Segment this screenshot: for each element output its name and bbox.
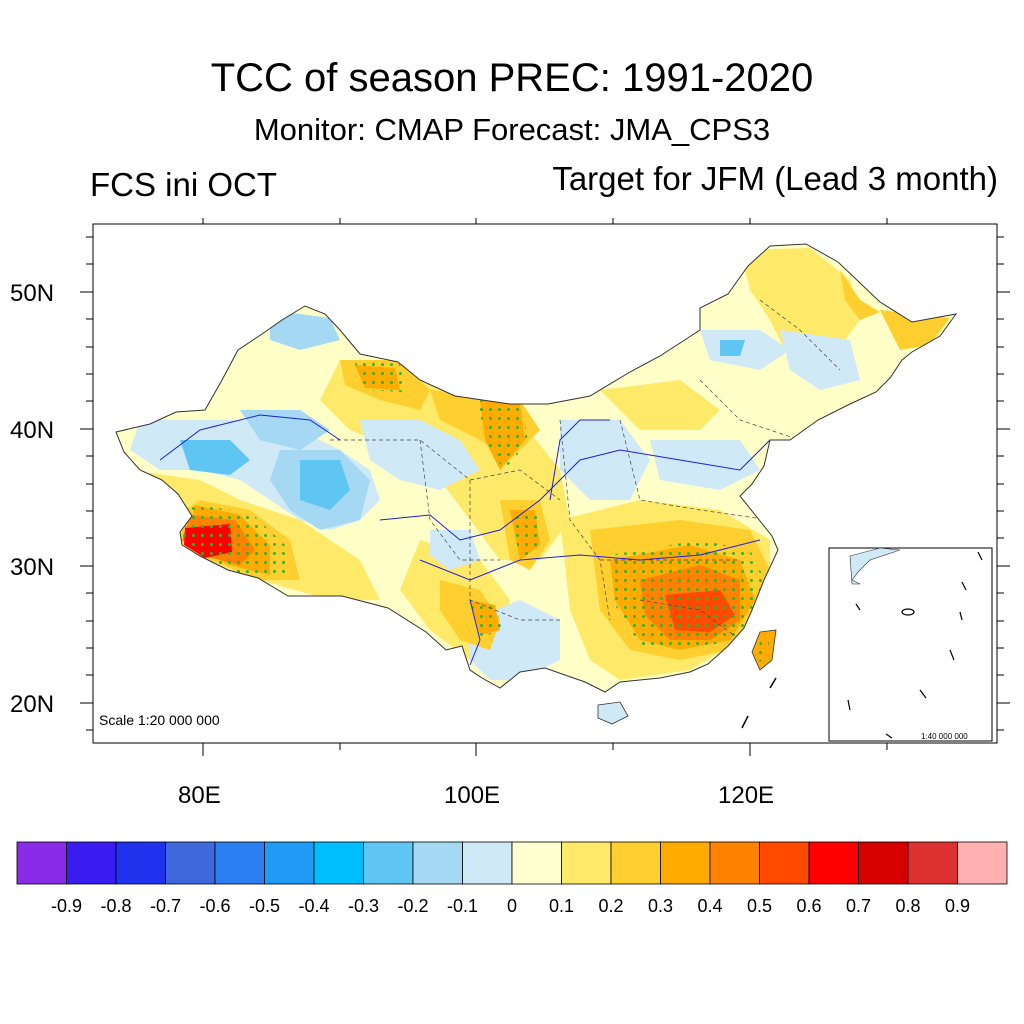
colorbar-tick-label: 0.5 <box>746 896 773 916</box>
colorbar-swatch <box>412 841 463 885</box>
colorbar-tick-label: 0.1 <box>548 896 575 916</box>
colorbar-tick-label: 0.9 <box>944 896 971 916</box>
colorbar-tick-label: 0 <box>506 896 517 916</box>
map-scale-label: Scale 1:20 000 000 <box>99 712 220 728</box>
lat-label-30n: 30N <box>10 554 55 581</box>
colorbar-swatch <box>214 841 265 885</box>
colorbar-tick-label: 0.6 <box>796 896 822 916</box>
colorbar-swatch <box>66 841 117 885</box>
lat-label-40n: 40N <box>10 417 55 444</box>
colorbar-swatch <box>660 841 711 885</box>
forecast-init-label: FCS ini OCT <box>90 166 278 203</box>
colorbar-swatch <box>115 841 166 885</box>
colorbar-swatch <box>858 841 909 885</box>
colorbar-swatch <box>165 841 216 885</box>
chart-title: TCC of season PREC: 1991-2020 <box>210 56 814 100</box>
colorbar-tick-label: -0.7 <box>149 896 182 916</box>
lon-label-100e: 100E <box>444 782 501 809</box>
colorbar-tick-label: 0.4 <box>697 896 723 916</box>
colorbar-tick-label: -0.3 <box>347 896 380 916</box>
target-season-label: Target for JFM (Lead 3 month) <box>552 160 998 197</box>
colorbar-tick-label: -0.1 <box>446 896 479 916</box>
lat-label-50n: 50N <box>10 280 55 307</box>
colorbar-swatch <box>709 841 760 885</box>
colorbar-tick-label: 0.3 <box>647 896 674 916</box>
colorbar-tick-label: -0.6 <box>199 896 231 916</box>
colorbar-tick-label: -0.4 <box>298 896 330 916</box>
colorbar-swatch <box>907 841 958 885</box>
colorbar-swatch <box>610 841 661 885</box>
colorbar-tick-label: -0.5 <box>248 896 281 916</box>
lon-label-80e: 80E <box>178 782 221 809</box>
rivers <box>159 414 771 666</box>
colorbar-swatch <box>462 841 513 885</box>
colorbar-swatch <box>808 841 859 885</box>
colorbar-tick-label: -0.8 <box>100 896 132 916</box>
colorbar-tick-label: -0.2 <box>397 896 429 916</box>
south-china-sea-inset <box>828 547 993 742</box>
axis-ticks <box>80 218 1010 756</box>
colorbar-swatch <box>561 841 612 885</box>
lat-label-20n: 20N <box>10 691 55 718</box>
colorbar-swatch <box>511 841 562 885</box>
colorbar-swatch <box>363 841 414 885</box>
colorbar-tick-label: 0.2 <box>598 896 624 916</box>
chart-subtitle: Monitor: CMAP Forecast: JMA_CPS3 <box>253 112 771 147</box>
colorbar-tick-label: -0.9 <box>50 896 83 916</box>
colorbar-swatch <box>16 841 67 885</box>
colorbar-tick-label: 0.7 <box>845 896 872 916</box>
colorbar <box>16 841 1008 885</box>
inset-scale-label: 1:40 000 000 <box>921 732 968 741</box>
lon-label-120e: 120E <box>718 782 775 809</box>
colorbar-swatch <box>957 841 1008 885</box>
colorbar-swatch <box>759 841 810 885</box>
colorbar-tick-label: 0.8 <box>895 896 921 916</box>
colorbar-swatch <box>313 841 364 885</box>
colorbar-swatch <box>264 841 315 885</box>
